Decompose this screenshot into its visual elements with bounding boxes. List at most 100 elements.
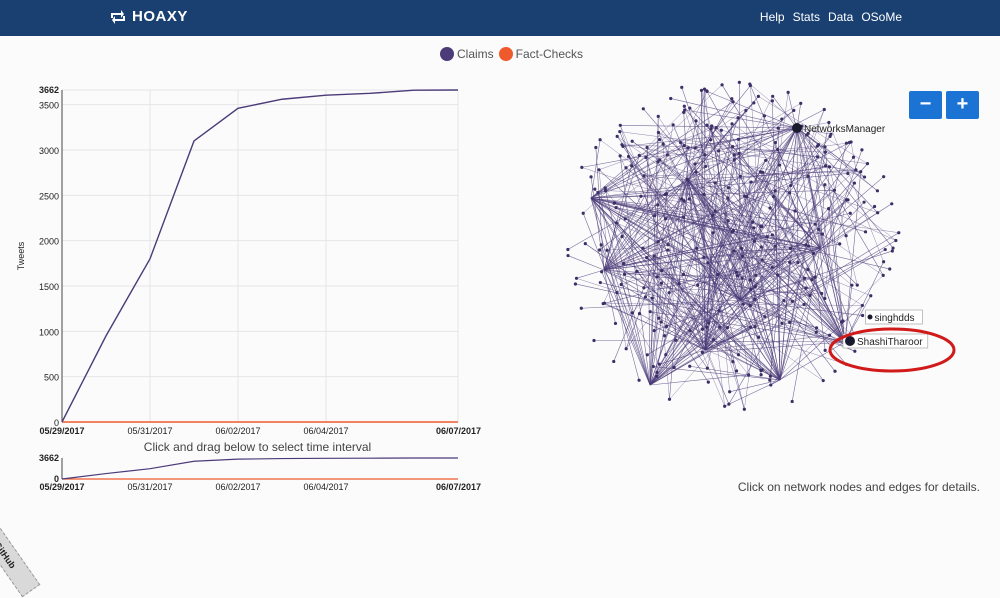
network-node bbox=[666, 153, 669, 156]
network-node bbox=[841, 319, 844, 322]
network-node bbox=[668, 398, 671, 401]
network-node bbox=[897, 231, 900, 234]
network-node bbox=[642, 107, 645, 110]
network-node bbox=[846, 198, 849, 201]
network-node bbox=[731, 100, 734, 103]
network-node bbox=[682, 144, 685, 147]
network-node bbox=[822, 379, 825, 382]
zoom-in-button[interactable]: + bbox=[946, 91, 979, 119]
network-node bbox=[727, 219, 730, 222]
network-node-label-2: ShashiTharoor bbox=[857, 337, 923, 348]
nav-data[interactable]: Data bbox=[828, 10, 853, 24]
network-node bbox=[740, 247, 743, 250]
series-line-claims bbox=[62, 90, 458, 422]
network-node bbox=[720, 129, 723, 132]
network-node bbox=[789, 247, 792, 250]
nav-osome[interactable]: OSoMe bbox=[861, 10, 902, 24]
network-node bbox=[701, 328, 704, 331]
network-node bbox=[668, 291, 671, 294]
network-node bbox=[745, 195, 748, 198]
network-node bbox=[631, 140, 634, 143]
network-node bbox=[655, 275, 658, 278]
network-node bbox=[778, 163, 781, 166]
legend-claims[interactable]: Claims bbox=[440, 47, 494, 61]
network-node bbox=[650, 297, 653, 300]
network-node bbox=[709, 138, 712, 141]
network-node bbox=[766, 235, 769, 238]
network-node bbox=[644, 295, 647, 298]
network-node bbox=[622, 262, 625, 265]
y-tick-label: 2000 bbox=[39, 237, 59, 247]
network-node bbox=[714, 181, 717, 184]
network-node bbox=[789, 184, 792, 187]
network-node bbox=[638, 154, 641, 157]
network-node bbox=[574, 282, 577, 285]
network-node bbox=[645, 146, 648, 149]
network-node bbox=[771, 95, 774, 98]
network-node bbox=[688, 197, 691, 200]
network-node bbox=[788, 191, 791, 194]
network-node bbox=[748, 82, 751, 85]
network-node bbox=[600, 270, 603, 273]
network-node bbox=[849, 140, 852, 143]
nav-stats[interactable]: Stats bbox=[793, 10, 820, 24]
network-node bbox=[788, 321, 791, 324]
network-node bbox=[737, 152, 740, 155]
network-node bbox=[817, 228, 820, 231]
brush-series-line bbox=[62, 458, 458, 479]
legend: Claims Fact-Checks bbox=[440, 47, 588, 61]
network-node bbox=[749, 304, 752, 307]
network-node bbox=[749, 326, 752, 329]
network-node bbox=[735, 369, 738, 372]
network-node bbox=[882, 260, 885, 263]
brush-x-tick-label: 06/07/2017 bbox=[436, 482, 481, 492]
y-tick-label: 3000 bbox=[39, 146, 59, 156]
network-node bbox=[859, 170, 862, 173]
network-node bbox=[669, 97, 672, 100]
nav-links: Help Stats Data OSoMe bbox=[760, 10, 902, 24]
network-node bbox=[733, 158, 736, 161]
zoom-out-button[interactable]: − bbox=[909, 91, 942, 119]
nav-help[interactable]: Help bbox=[760, 10, 785, 24]
legend-factchecks[interactable]: Fact-Checks bbox=[499, 47, 583, 61]
network-node bbox=[625, 347, 628, 350]
y-tick-label: 500 bbox=[44, 373, 59, 383]
network-node bbox=[672, 123, 675, 126]
network-node bbox=[619, 154, 622, 157]
network-node bbox=[759, 170, 762, 173]
network-node bbox=[566, 254, 569, 257]
network-node bbox=[652, 255, 655, 258]
network-node bbox=[723, 405, 726, 408]
network-node bbox=[749, 279, 752, 282]
network-node bbox=[742, 302, 745, 305]
network-node bbox=[688, 365, 691, 368]
network-node bbox=[664, 353, 667, 356]
network-node bbox=[791, 400, 794, 403]
network-node bbox=[706, 367, 709, 370]
network-node bbox=[845, 142, 848, 145]
network-node bbox=[728, 390, 731, 393]
network-node bbox=[706, 261, 709, 264]
network-node bbox=[599, 281, 602, 284]
network-node bbox=[717, 149, 720, 152]
network-node bbox=[641, 247, 644, 250]
network-node bbox=[655, 371, 658, 374]
network-edge bbox=[650, 340, 714, 385]
network-node bbox=[849, 212, 852, 215]
network-node bbox=[707, 321, 710, 324]
network-node bbox=[614, 322, 617, 325]
network-node bbox=[780, 322, 783, 325]
network-node bbox=[787, 91, 790, 94]
network-node bbox=[659, 320, 662, 323]
network-node bbox=[682, 216, 685, 219]
network-node bbox=[694, 170, 697, 173]
legend-factchecks-label: Fact-Checks bbox=[516, 47, 583, 61]
network-node bbox=[731, 360, 734, 363]
network-node bbox=[726, 326, 729, 329]
network-node bbox=[774, 189, 777, 192]
brand[interactable]: HOAXY bbox=[110, 8, 188, 25]
network-node bbox=[815, 326, 818, 329]
network-node bbox=[580, 166, 583, 169]
